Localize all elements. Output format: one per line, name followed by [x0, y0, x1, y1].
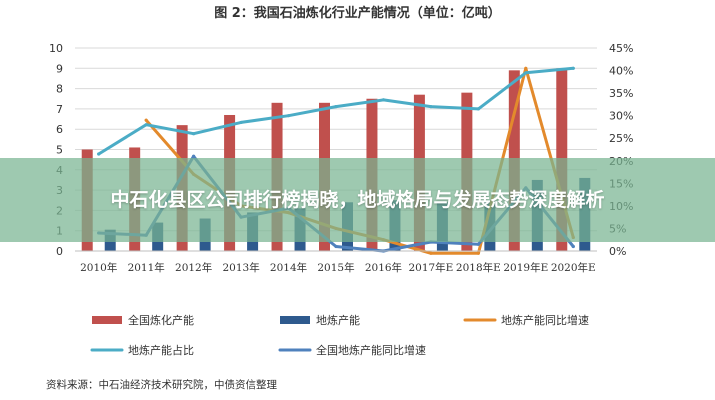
- x-tick-label: 2010年: [80, 261, 117, 274]
- legend-label: 全国炼化产能: [128, 313, 194, 327]
- legend-swatch: [280, 316, 310, 324]
- right-tick-label: 40%: [609, 65, 633, 78]
- series-point-2: [192, 154, 196, 158]
- left-tick-label: 0: [56, 245, 63, 258]
- headline-text: 中石化县区公司排行榜揭晓，地域格局与发展态势深度解析: [110, 188, 605, 211]
- left-tick-label: 6: [56, 123, 63, 136]
- legend-label: 全国地炼产能同比增速: [316, 343, 426, 357]
- series-point-2: [334, 244, 338, 249]
- legend-label: 地炼产能占比: [128, 343, 194, 357]
- series-point-1: [381, 98, 386, 102]
- right-tick-label: 0%: [609, 245, 626, 258]
- series-point-1: [429, 105, 433, 109]
- series-line-1: [97, 66, 575, 156]
- series-point-0: [476, 251, 480, 255]
- x-tick-label: 2017年E: [408, 261, 453, 274]
- series-point-2: [571, 244, 575, 249]
- series-point-1: [334, 105, 338, 109]
- x-tick-label: 2020年E: [551, 261, 596, 274]
- legend-label: 地炼产能: [316, 313, 360, 327]
- chart-title: 图 2：我国石油炼化行业产能情况（单位：亿吨）: [214, 6, 501, 21]
- legend-label: 地炼产能同比增速: [501, 313, 589, 327]
- x-tick-label: 2016年: [365, 261, 402, 274]
- x-tick-label: 2014年: [270, 261, 307, 274]
- right-tick-label: 35%: [609, 87, 633, 100]
- source-note: 资料来源：中石油经济技术研究院，中债资信整理: [46, 379, 277, 391]
- left-tick-label: 9: [56, 62, 63, 75]
- right-tick-label: 45%: [609, 42, 633, 55]
- series-point-1: [192, 132, 196, 136]
- left-tick-label: 10: [49, 42, 63, 55]
- left-tick-label: 5: [56, 144, 63, 157]
- series-point-0: [144, 118, 148, 122]
- legend-swatch: [92, 316, 122, 324]
- left-tick-label: 8: [56, 83, 63, 96]
- x-tick-label: 2013年: [222, 261, 259, 274]
- left-tick-label: 7: [56, 103, 63, 116]
- series-point-0: [524, 66, 528, 70]
- series-point-1: [239, 120, 243, 125]
- series-point-1: [476, 107, 480, 111]
- series-point-1: [571, 66, 575, 70]
- x-tick-label: 2011年: [128, 261, 165, 274]
- series-point-0: [429, 251, 433, 255]
- right-tick-label: 25%: [609, 132, 633, 145]
- series-point-1: [144, 123, 148, 127]
- series-point-1: [286, 114, 291, 118]
- series-point-1: [97, 152, 101, 156]
- x-tick-label: 2019年E: [503, 261, 548, 274]
- x-tick-label: 2018年E: [456, 261, 501, 274]
- series-point-2: [476, 242, 480, 246]
- headline-banner: 中石化县区公司排行榜揭晓，地域格局与发展态势深度解析: [0, 158, 715, 242]
- right-tick-label: 30%: [609, 110, 633, 123]
- series-point-1: [524, 71, 528, 75]
- x-tick-label: 2015年: [317, 261, 354, 274]
- x-tick-label: 2012年: [175, 261, 212, 274]
